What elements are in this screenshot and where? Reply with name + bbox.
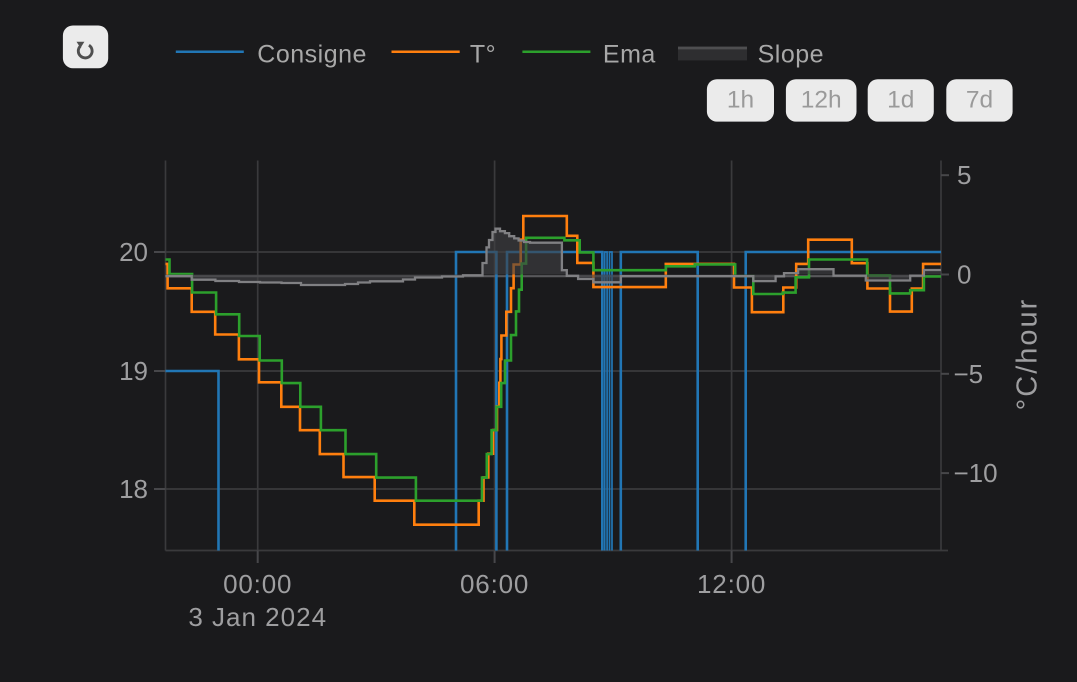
svg-text:°C/hour: °C/hour [1012, 298, 1044, 411]
svg-text:12h: 12h [801, 87, 842, 114]
svg-text:−10: −10 [954, 458, 998, 488]
svg-text:00:00: 00:00 [223, 569, 292, 599]
svg-text:Consigne: Consigne [257, 40, 367, 68]
svg-text:7d: 7d [966, 87, 993, 114]
svg-text:T°: T° [470, 40, 496, 68]
svg-text:3 Jan 2024: 3 Jan 2024 [188, 602, 327, 632]
svg-text:1d: 1d [887, 87, 914, 114]
svg-text:0: 0 [957, 260, 971, 290]
svg-text:19: 19 [119, 356, 148, 386]
svg-text:Slope: Slope [758, 40, 824, 68]
svg-text:20: 20 [119, 237, 148, 267]
svg-text:12:00: 12:00 [697, 569, 766, 599]
svg-text:06:00: 06:00 [460, 569, 529, 599]
svg-text:Ema: Ema [603, 40, 656, 68]
svg-text:−5: −5 [954, 359, 984, 389]
svg-text:1h: 1h [727, 87, 754, 114]
svg-text:18: 18 [119, 474, 148, 504]
svg-text:5: 5 [957, 160, 971, 190]
